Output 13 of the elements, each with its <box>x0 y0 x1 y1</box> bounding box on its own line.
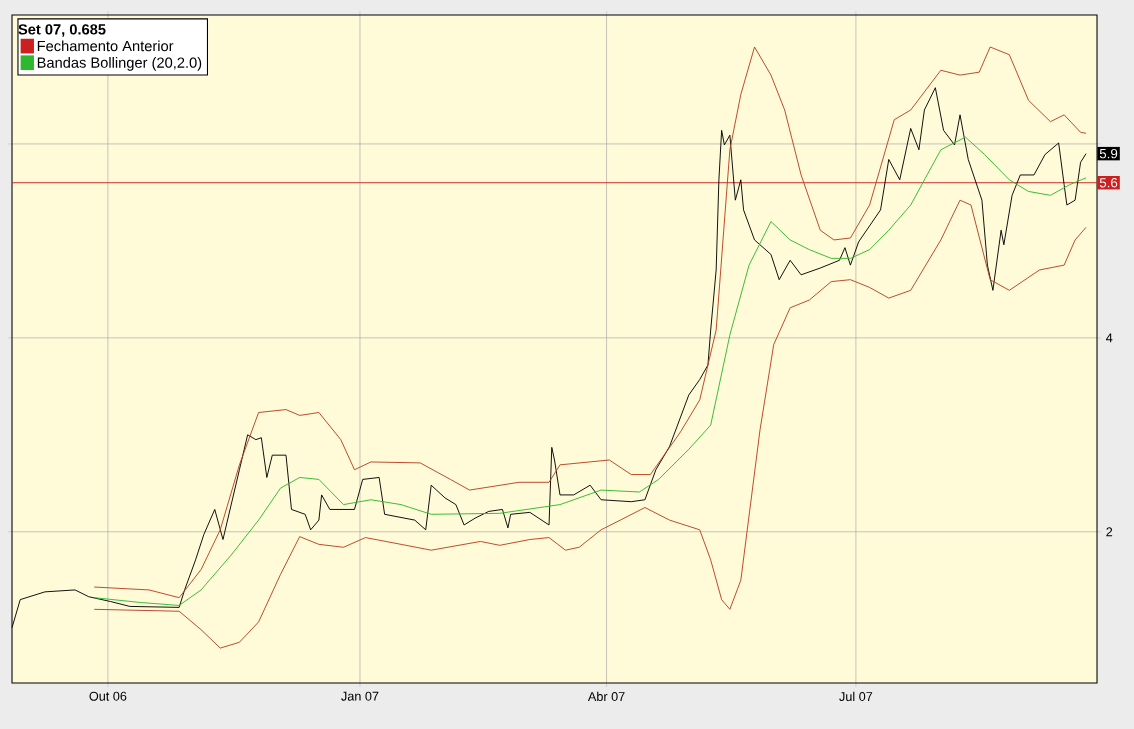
x-tick-label: Jul 07 <box>839 691 873 702</box>
x-tick-label: Out 06 <box>89 691 127 701</box>
line-series <box>93 136 1087 606</box>
line-series <box>93 199 1087 649</box>
y-tick-label: 2 <box>1106 527 1113 537</box>
x-tick-label: Jan 07 <box>341 691 379 701</box>
x-tick-label: Abr 07 <box>587 691 625 702</box>
data-label: 5.6 <box>1099 178 1118 188</box>
legend-title: Set 07, 0.685 <box>18 24 106 37</box>
data-label: 5.9 <box>1099 148 1118 159</box>
y-tick-label: 4 <box>1106 333 1113 343</box>
legend-label: Fechamento Anterior <box>37 40 174 52</box>
legend-label: Bandas Bollinger (20,2.0) <box>37 57 202 71</box>
